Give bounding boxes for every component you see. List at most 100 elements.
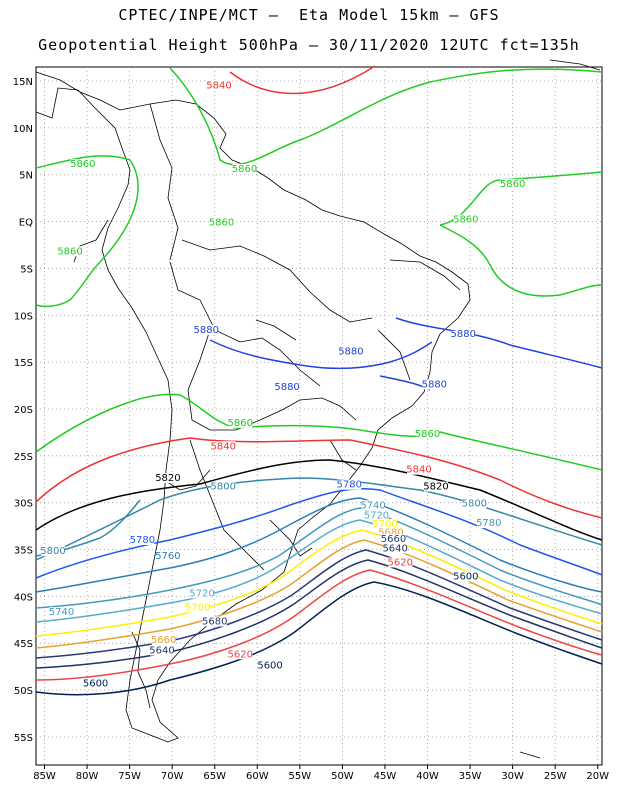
contour-label: 5860 xyxy=(453,215,478,226)
contour-label: 5740 xyxy=(360,500,385,511)
contour-label-bg xyxy=(228,417,253,428)
contour-label-bg xyxy=(422,379,447,390)
contour-label-bg xyxy=(388,557,413,568)
contour-labels: 5840 5860 5860 5860 5860 5860 5860 5880 5880 5880… xyxy=(40,80,525,689)
contour-label: 5780 xyxy=(336,480,361,491)
contour-label-bg xyxy=(232,163,257,174)
contour-5680 xyxy=(35,539,603,649)
contour-label: 5860 xyxy=(70,159,95,170)
lon-tick-label: 20W xyxy=(586,771,609,782)
contour-label-bg xyxy=(372,519,397,530)
contour-label: 5760 xyxy=(155,551,180,562)
lat-tick-label: 55S xyxy=(14,733,33,744)
contour-label-bg xyxy=(415,429,440,440)
contour-label-bg xyxy=(202,616,227,627)
contour-label: 5860 xyxy=(228,418,253,429)
lat-tick-label: 30S xyxy=(14,499,33,510)
contour-label: 5880 xyxy=(274,382,299,393)
contour-label-bg xyxy=(337,479,362,490)
lon-tick-label: 50W xyxy=(331,771,354,782)
contour-label: 5780 xyxy=(476,518,501,529)
contour-label-bg xyxy=(453,214,478,225)
contour-5740 xyxy=(35,507,603,609)
contour-5660 xyxy=(35,549,603,659)
contour-label: 5860 xyxy=(415,429,440,440)
graticule xyxy=(36,67,602,765)
contour-label-bg xyxy=(151,635,176,646)
lat-tick-label: 20S xyxy=(14,405,33,416)
contour-5840-mid xyxy=(35,437,603,519)
contour-label: 5600 xyxy=(83,678,108,689)
lat-tick-label: 5N xyxy=(19,171,33,182)
contour-label: 5720 xyxy=(364,511,389,522)
contour-label: 5820 xyxy=(155,473,180,484)
contour-label: 5700 xyxy=(372,519,397,530)
contour-label-bg xyxy=(206,80,231,91)
contour-label-bg xyxy=(361,500,386,511)
lon-tick-label: 75W xyxy=(118,771,141,782)
contour-label-bg xyxy=(383,543,408,554)
contour-label: 5800 xyxy=(40,546,65,557)
lon-tick-label: 55W xyxy=(289,771,312,782)
contour-label: 5600 xyxy=(257,660,282,671)
contour-5700 xyxy=(35,529,603,637)
contour-label: 5880 xyxy=(193,325,218,336)
contour-label: 5880 xyxy=(451,329,476,340)
lat-tick-label: 40S xyxy=(14,592,33,603)
contour-label: 5800 xyxy=(462,498,487,509)
contour-5860-mid xyxy=(35,393,603,471)
lat-tick-label: 50S xyxy=(14,686,33,697)
lon-tick-label: 60W xyxy=(246,771,269,782)
contour-5820 xyxy=(35,459,603,541)
contour-label: 5600 xyxy=(453,571,478,582)
contour-label-bg xyxy=(41,546,66,557)
contour-label: 5840 xyxy=(211,441,236,452)
contour-label: 5700 xyxy=(185,602,210,613)
contour-label: 5860 xyxy=(57,246,82,257)
axis-ticks: 15N 10N 5N EQ 5S 10S 15S 20S 25S 30S 35S 40S 45S 50S 5… xyxy=(13,77,609,782)
contour-label: 5880 xyxy=(338,347,363,358)
contour-label-bg xyxy=(211,441,236,452)
contour-label-bg xyxy=(149,645,174,656)
contour-label: 5780 xyxy=(130,535,155,546)
contour-label: 5640 xyxy=(149,646,174,657)
title-line-2: Geopotential Height 500hPa – 30/11/2020 … xyxy=(38,36,580,54)
contour-label-bg xyxy=(453,571,478,582)
contour-label: 5740 xyxy=(49,607,74,618)
lon-tick-label: 35W xyxy=(459,771,482,782)
contour-5720 xyxy=(35,519,603,623)
contour-label-bg xyxy=(155,473,180,484)
contour-label-bg xyxy=(155,550,180,561)
contour-label-bg xyxy=(70,159,95,170)
contour-label-bg xyxy=(407,464,432,475)
lat-tick-label: 25S xyxy=(14,452,33,463)
contour-5620 xyxy=(35,569,603,681)
contour-label: 5820 xyxy=(423,482,448,493)
contour-label-bg xyxy=(476,518,501,529)
contour-5860-north-2 xyxy=(169,67,603,166)
lat-tick-label: 35S xyxy=(14,546,33,557)
contour-label-bg xyxy=(228,649,253,660)
contour-5840-north xyxy=(229,65,376,95)
contour-label-bg xyxy=(211,481,236,492)
contour-label-bg xyxy=(58,246,83,257)
lat-tick-label: 5S xyxy=(20,264,33,275)
contour-label-bg xyxy=(194,325,219,336)
lon-tick-label: 65W xyxy=(203,771,226,782)
contour-label: 5620 xyxy=(228,649,253,660)
contour-5880-east xyxy=(395,317,603,369)
lon-tick-label: 80W xyxy=(76,771,99,782)
contour-label: 5840 xyxy=(206,81,231,92)
title-line-1: CPTEC/INPE/MCT – Eta Model 15km – GFS xyxy=(118,6,500,24)
contour-label-bg xyxy=(83,678,108,689)
contour-label: 5620 xyxy=(388,557,413,568)
contour-label: 5860 xyxy=(500,179,525,190)
contour-label: 5720 xyxy=(189,588,214,599)
lon-tick-label: 40W xyxy=(416,771,439,782)
contour-label-bg xyxy=(462,498,487,509)
lat-tick-label: 10N xyxy=(13,124,33,135)
lon-tick-label: 85W xyxy=(33,771,56,782)
contour-label-bg xyxy=(381,534,406,545)
lon-tick-label: 25W xyxy=(544,771,567,782)
contour-label-bg xyxy=(130,534,155,545)
